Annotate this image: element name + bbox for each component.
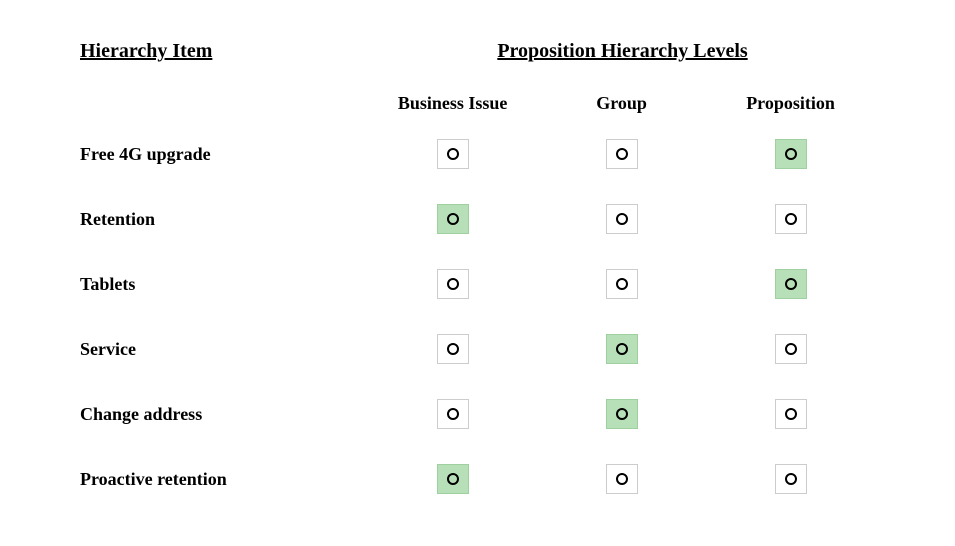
radio-option[interactable] [606, 269, 638, 299]
radio-option[interactable] [606, 399, 638, 429]
radio-circle-icon [447, 473, 459, 485]
radio-option[interactable] [775, 139, 807, 169]
radio-circle-icon [447, 148, 459, 160]
radio-option[interactable] [775, 204, 807, 234]
row-label: Service [80, 339, 368, 360]
radio-circle-icon [447, 278, 459, 290]
radio-cell [368, 139, 537, 169]
column-header-proposition: Proposition [706, 93, 875, 114]
row-label: Free 4G upgrade [80, 144, 368, 165]
table-row: Proactive retention [80, 464, 875, 494]
radio-cell [706, 464, 875, 494]
header-row: Hierarchy Item Proposition Hierarchy Lev… [80, 40, 875, 63]
radio-option[interactable] [437, 269, 469, 299]
radio-option[interactable] [775, 464, 807, 494]
radio-circle-icon [447, 213, 459, 225]
row-label: Tablets [80, 274, 368, 295]
radio-circle-icon [785, 213, 797, 225]
radio-circle-icon [616, 408, 628, 420]
column-headers-row: Business Issue Group Proposition [80, 93, 875, 114]
table-row: Tablets [80, 269, 875, 299]
radio-cell [537, 399, 706, 429]
radio-option[interactable] [606, 139, 638, 169]
rows-container: Free 4G upgrade Retention Tablets Service Ch… [80, 139, 875, 494]
radio-circle-icon [447, 408, 459, 420]
radio-option[interactable] [437, 204, 469, 234]
radio-circle-icon [785, 473, 797, 485]
radio-option[interactable] [606, 464, 638, 494]
radio-circle-icon [616, 343, 628, 355]
radio-cell [706, 204, 875, 234]
row-label: Change address [80, 404, 368, 425]
radio-circle-icon [447, 343, 459, 355]
radio-circle-icon [785, 148, 797, 160]
radio-circle-icon [785, 343, 797, 355]
radio-circle-icon [616, 213, 628, 225]
row-label: Retention [80, 209, 368, 230]
radio-cell [368, 334, 537, 364]
table-row: Free 4G upgrade [80, 139, 875, 169]
radio-circle-icon [785, 408, 797, 420]
radio-cell [368, 399, 537, 429]
radio-circle-icon [616, 148, 628, 160]
radio-cell [537, 139, 706, 169]
radio-cell [706, 269, 875, 299]
radio-cell [537, 334, 706, 364]
radio-option[interactable] [437, 399, 469, 429]
radio-cell [706, 334, 875, 364]
radio-option[interactable] [775, 334, 807, 364]
proposition-levels-header: Proposition Hierarchy Levels [370, 40, 875, 63]
row-label: Proactive retention [80, 469, 368, 490]
column-header-spacer [80, 93, 368, 114]
radio-option[interactable] [775, 399, 807, 429]
column-header-business-issue: Business Issue [368, 93, 537, 114]
radio-cell [368, 464, 537, 494]
radio-circle-icon [616, 473, 628, 485]
radio-option[interactable] [437, 139, 469, 169]
radio-option[interactable] [437, 334, 469, 364]
radio-circle-icon [616, 278, 628, 290]
radio-cell [706, 139, 875, 169]
radio-cell [368, 269, 537, 299]
column-header-group: Group [537, 93, 706, 114]
radio-option[interactable] [606, 334, 638, 364]
radio-cell [706, 399, 875, 429]
hierarchy-item-header: Hierarchy Item [80, 40, 370, 63]
table-row: Change address [80, 399, 875, 429]
radio-circle-icon [785, 278, 797, 290]
radio-option[interactable] [775, 269, 807, 299]
radio-option[interactable] [606, 204, 638, 234]
table-row: Service [80, 334, 875, 364]
radio-cell [537, 464, 706, 494]
table-row: Retention [80, 204, 875, 234]
radio-cell [537, 269, 706, 299]
radio-cell [537, 204, 706, 234]
radio-option[interactable] [437, 464, 469, 494]
radio-cell [368, 204, 537, 234]
